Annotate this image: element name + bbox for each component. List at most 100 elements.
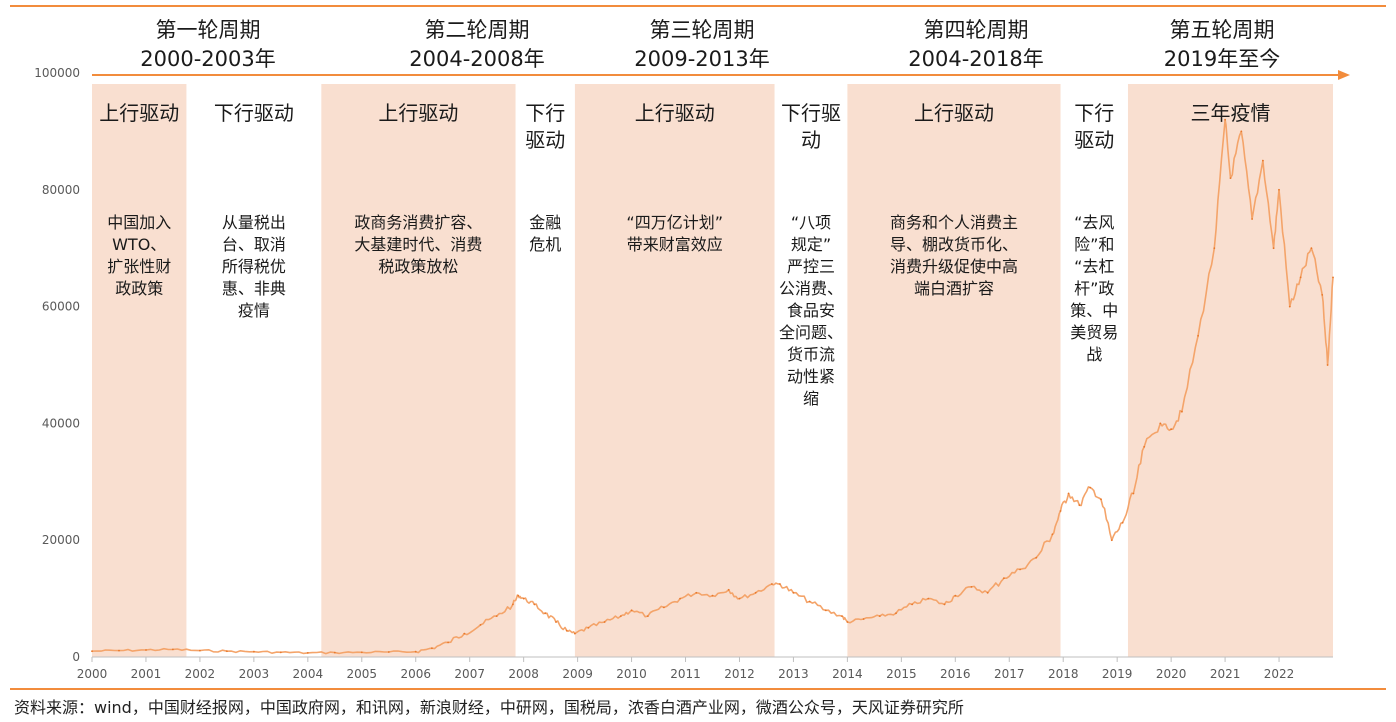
price-point — [555, 621, 557, 623]
phase-reason-line: 战 — [1086, 345, 1102, 364]
price-point — [414, 650, 417, 653]
x-tick-label: 2000 — [77, 667, 108, 681]
source-note: 资料来源：wind，中国财经报网，中国政府网，和讯网，新浪财经，中研网，国税局，… — [14, 698, 964, 717]
phase-band — [574, 84, 775, 657]
x-tick-label: 2006 — [400, 667, 431, 681]
price-point — [646, 615, 649, 617]
price-point — [846, 621, 849, 623]
price-point — [1121, 521, 1124, 524]
phase-band — [92, 84, 187, 657]
phase-reason-line: 货币流 — [787, 345, 835, 364]
price-point — [1224, 118, 1226, 121]
price-point — [1332, 276, 1334, 279]
phase-reason-line: 消费升级促使中高 — [890, 257, 1018, 276]
phase-label: 下行驱动 — [214, 101, 294, 125]
price-point — [754, 591, 757, 594]
cycle-span: 2004-2018年 — [908, 47, 1043, 71]
phase-reason-line: 大基建时代、消费 — [354, 235, 482, 254]
y-tick-label: 40000 — [42, 416, 80, 430]
price-point — [630, 609, 633, 612]
x-tick-label: 2004 — [293, 667, 324, 681]
price-point — [574, 632, 576, 635]
price-point — [495, 615, 498, 617]
x-tick-label: 2014 — [832, 667, 863, 681]
x-tick-label: 2005 — [347, 667, 378, 681]
phase-label: 上行驱动 — [99, 101, 179, 125]
y-tick-label: 0 — [72, 650, 80, 664]
price-point — [911, 603, 913, 606]
price-point — [1181, 410, 1183, 413]
phase-label: 上行驱动 — [378, 101, 458, 125]
price-point — [1278, 188, 1280, 191]
timeline-arrowhead — [1338, 70, 1350, 80]
phase-label: 三年疫情 — [1190, 101, 1270, 125]
phase-reason-line: 美贸易 — [1070, 323, 1118, 342]
cycle-span: 2000-2003年 — [140, 47, 275, 71]
price-point — [1067, 492, 1070, 495]
phase-reason-line: 险”和 — [1074, 235, 1114, 254]
y-tick-label: 20000 — [42, 533, 80, 547]
price-point — [663, 606, 665, 609]
price-point — [1059, 510, 1062, 512]
phase-band — [321, 84, 516, 657]
phase-reason-line: “四万亿计划” — [626, 213, 723, 232]
price-point — [387, 651, 390, 653]
price-point — [1251, 218, 1253, 220]
x-tick-label: 2003 — [239, 667, 270, 681]
price-point — [517, 594, 520, 597]
phase-reason-line: 缩 — [803, 389, 819, 408]
x-tick-label: 2018 — [1048, 667, 1079, 681]
x-tick-label: 2012 — [724, 667, 755, 681]
phase-reason-line: “八项 — [791, 213, 831, 232]
cycle-title: 第三轮周期 — [650, 18, 755, 42]
price-point — [306, 652, 309, 654]
price-point — [1213, 247, 1216, 250]
price-point — [1321, 294, 1324, 296]
price-point — [986, 591, 989, 594]
axes: 0 20000 40000 60000 80000 100000 2000 2001 2002 2… — [34, 66, 1333, 681]
cycle-headers: 第一轮周期 2000-2003年 第二轮周期 2004-2008年 第三轮周期 2009-… — [140, 18, 1280, 71]
cycle-title: 第一轮周期 — [156, 18, 261, 42]
price-point — [333, 651, 336, 654]
phase-reason-line: 惠、非典 — [222, 279, 286, 298]
phase-reason-line: 疫情 — [238, 301, 270, 320]
price-point — [771, 583, 773, 585]
phase-reason-line: 端白酒扩容 — [914, 279, 994, 298]
phase-label: 下行 — [525, 101, 565, 125]
price-point — [895, 612, 897, 615]
phase-reason-line: 金融 — [529, 213, 561, 232]
phase-reason-line: 严控三 — [787, 257, 835, 276]
price-point — [587, 626, 590, 629]
cycle-span: 2009-2013年 — [634, 47, 769, 71]
phase-label: 驱动 — [1074, 128, 1114, 152]
price-point — [878, 615, 881, 617]
price-point — [1197, 334, 1199, 337]
price-point — [1229, 177, 1232, 180]
x-tick-label: 2021 — [1210, 667, 1241, 681]
phase-reason-line: 危机 — [529, 235, 561, 254]
cycle-title: 第二轮周期 — [425, 18, 530, 42]
price-point — [1143, 445, 1146, 448]
cycle-span: 2019年至今 — [1164, 47, 1280, 71]
y-tick-label: 100000 — [34, 66, 80, 80]
phase-label: 下行 — [1074, 101, 1114, 125]
x-tick-label: 2013 — [778, 667, 809, 681]
price-point — [679, 597, 681, 600]
price-point — [522, 597, 525, 600]
phase-label: 上行驱动 — [635, 101, 715, 125]
phase-reason-line: “去风 — [1074, 213, 1114, 232]
price-point — [172, 648, 174, 651]
price-point — [1240, 130, 1243, 133]
x-tick-label: 2007 — [454, 667, 485, 681]
phase-reason-line: 策、中 — [1070, 301, 1118, 320]
phase-bands — [92, 84, 1333, 657]
price-point — [1326, 364, 1329, 366]
price-point — [544, 612, 547, 615]
x-tick-label: 2019 — [1102, 667, 1133, 681]
x-tick-label: 2009 — [562, 667, 593, 681]
phase-reason-line: 台、取消 — [222, 235, 286, 254]
price-point — [619, 615, 622, 617]
phase-reason-line: 动性紧 — [787, 367, 835, 386]
price-point — [512, 603, 514, 606]
